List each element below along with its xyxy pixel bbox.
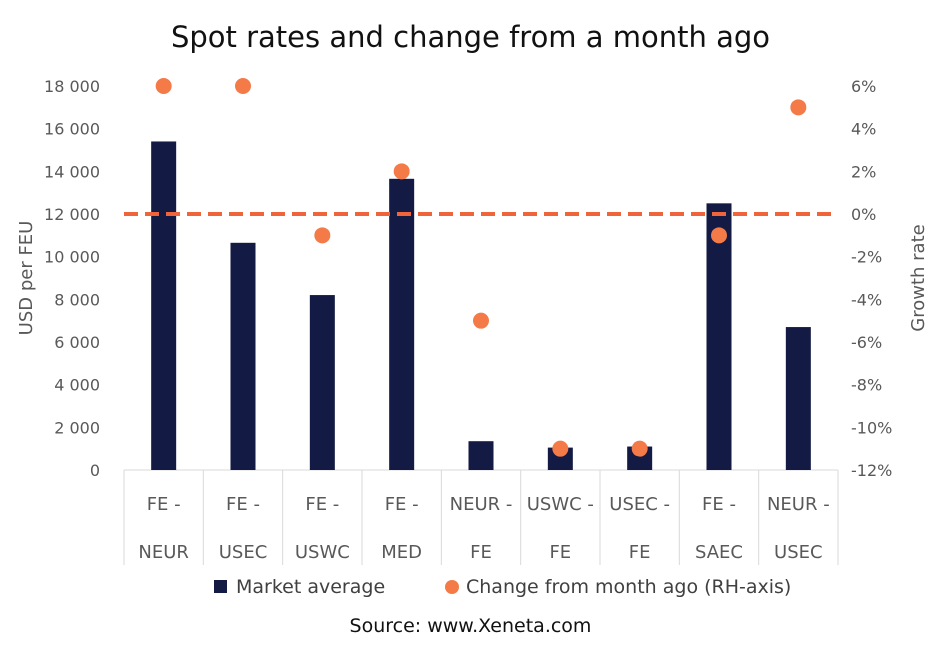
- category-label-line2: FE: [629, 542, 651, 563]
- category-label-line1: FE -: [702, 494, 736, 515]
- right-tick-label: -12%: [851, 461, 892, 480]
- left-tick-label: 8 000: [54, 290, 100, 309]
- right-tick-label: -10%: [851, 418, 892, 437]
- right-tick-label: -6%: [851, 333, 882, 352]
- data-point: [711, 227, 727, 244]
- category-label-line1: NEUR -: [450, 494, 513, 515]
- legend-label-points: Change from month ago (RH-axis): [466, 576, 791, 598]
- data-point: [235, 78, 251, 94]
- category-label-line2: MED: [381, 542, 422, 563]
- data-point: [790, 99, 807, 116]
- data-point: [393, 163, 410, 180]
- legend-label-bars: Market average: [236, 576, 385, 598]
- bar: [785, 327, 811, 470]
- bar: [468, 441, 494, 470]
- data-point: [155, 78, 172, 94]
- left-axis-ticks: 18 000 16 000 14 000 12 000 10 000 8 000 6 000…: [44, 77, 100, 480]
- category-label-line2: FE: [470, 542, 492, 563]
- category-label-line1: USWC -: [527, 494, 594, 515]
- right-tick-label: 0%: [851, 205, 876, 224]
- bar: [389, 178, 415, 471]
- right-tick-label: 6%: [851, 77, 876, 96]
- bar: [309, 295, 335, 470]
- category-label-line2: SAEC: [695, 542, 743, 563]
- right-axis-title: Growth rate: [908, 224, 929, 331]
- category-label-line1: FE -: [226, 494, 260, 515]
- legend-swatch-bars: [214, 580, 227, 593]
- right-tick-label: 4%: [851, 120, 876, 139]
- left-tick-label: 0: [90, 461, 100, 480]
- category-label-line2: USEC: [774, 542, 823, 563]
- category-label-line1: FE -: [305, 494, 339, 515]
- chart-title: Spot rates and change from a month ago: [170, 20, 771, 54]
- right-tick-label: -8%: [851, 376, 882, 395]
- left-tick-label: 10 000: [44, 248, 100, 267]
- left-tick-label: 2 000: [54, 418, 100, 437]
- category-labels: FE - NEUR FE - USEC FE - USWC FE - MED NEUR - FE U…: [138, 494, 829, 563]
- left-tick-label: 4 000: [54, 376, 100, 395]
- right-tick-label: -4%: [851, 290, 882, 309]
- left-tick-label: 6 000: [54, 333, 100, 352]
- data-point: [631, 440, 648, 457]
- category-label-line2: USEC: [219, 542, 268, 563]
- category-label-line2: FE: [549, 542, 571, 563]
- right-axis-ticks: 6% 4% 2% 0% -2% -4% -6% -8% -10% -12%: [851, 77, 892, 480]
- scatter-series: [155, 78, 807, 457]
- data-point: [314, 227, 331, 244]
- left-tick-label: 16 000: [44, 120, 100, 139]
- category-label-line1: USEC -: [609, 494, 670, 515]
- bar: [151, 141, 177, 470]
- left-tick-label: 14 000: [44, 162, 100, 181]
- legend-swatch-points: [445, 580, 459, 594]
- category-label-line2: USWC: [295, 542, 350, 563]
- data-point: [473, 312, 489, 329]
- category-label-line1: NEUR -: [767, 494, 830, 515]
- source-note: Source: www.Xeneta.com: [349, 615, 592, 637]
- axis-labels: USD per FEU Growth rate: [16, 221, 929, 336]
- bar: [230, 242, 256, 470]
- bar: [706, 203, 732, 471]
- bar-series: [151, 141, 811, 471]
- left-tick-label: 12 000: [44, 205, 100, 224]
- legend: Market average Change from month ago (RH-…: [214, 576, 791, 598]
- right-tick-label: 2%: [851, 162, 876, 181]
- category-label-line2: NEUR: [138, 542, 189, 563]
- left-tick-label: 18 000: [44, 77, 100, 96]
- data-point: [552, 440, 569, 457]
- left-axis-title: USD per FEU: [16, 221, 37, 336]
- category-label-line1: FE -: [385, 494, 419, 515]
- category-label-line1: FE -: [147, 494, 181, 515]
- right-tick-label: -2%: [851, 248, 882, 267]
